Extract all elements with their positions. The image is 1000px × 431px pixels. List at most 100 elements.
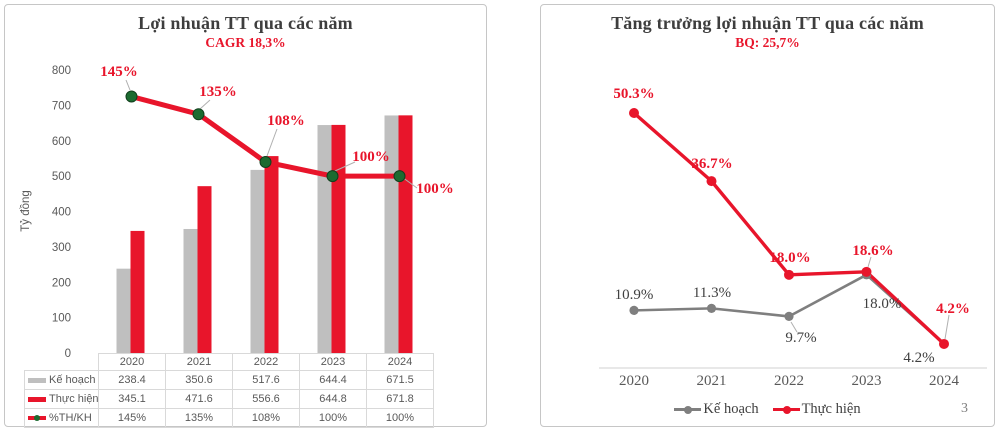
- bar-ke-hoach: [250, 169, 265, 353]
- table-corner-blank: [25, 354, 99, 371]
- bar-line-chart: 0 100 200 300 400 500 600 700 800 Tỷ đồng 145% 135%…: [20, 64, 454, 360]
- bar-thuc-hien: [130, 230, 145, 353]
- table-row: Thực hiện 345.1 471.6 556.6 644.8 671.8: [24, 389, 434, 409]
- label-leader-line: [944, 314, 950, 340]
- thuc-hien-point-marker: [784, 269, 794, 280]
- ke-hoach-point-marker: [706, 303, 717, 313]
- line-point-marker: [326, 170, 339, 183]
- thuc-hien-point-marker: [706, 176, 717, 187]
- table-value-cell: 644.4: [299, 370, 367, 390]
- table-value-cell: 671.5: [366, 370, 434, 390]
- legend-label: Kế hoạch: [703, 401, 759, 417]
- year-header-cell: 2024: [366, 353, 434, 371]
- thuc-hien-data-label: 18.6%: [852, 243, 893, 259]
- bar-thuc-hien: [264, 156, 279, 353]
- table-value-cell: 238.4: [98, 370, 166, 390]
- bar-ke-hoach: [317, 125, 332, 353]
- y-tick-label: 400: [52, 207, 71, 219]
- chart-title: Lợi nhuận TT qua các năm: [138, 13, 353, 33]
- table-value-cell: 108%: [232, 408, 300, 428]
- series-label-cell: Thực hiện: [24, 389, 99, 409]
- table-value-cell: 100%: [299, 408, 367, 428]
- ke-hoach-point-marker: [629, 305, 639, 315]
- series-label-cell: %TH/KH: [24, 408, 99, 428]
- line-chart: 10.9% 11.3% 9.7% 18.0% 4.2% 50.3% 36.7% 18.0% 18…: [599, 86, 987, 389]
- table-value-cell: 644.8: [299, 389, 367, 409]
- table-value-cell: 345.1: [98, 389, 166, 409]
- bar-thuc-hien: [197, 186, 212, 353]
- x-tick-label: 2023: [852, 373, 882, 389]
- series-label: Kế hoạch: [49, 374, 96, 386]
- year-header-cell: 2020: [98, 353, 166, 371]
- ke-hoach-point-marker: [784, 311, 794, 322]
- chart-data-table: 2020 2021 2022 2023 2024 Kế hoạch 238.4 350.6 51…: [24, 353, 434, 428]
- percent-data-label: 100%: [416, 181, 454, 197]
- chart-subtitle-cagr: CAGR 18,3%: [205, 35, 286, 50]
- y-tick-label: 0: [65, 348, 71, 360]
- ke-hoach-data-label: 11.3%: [693, 285, 731, 301]
- legend-item-ke-hoach: Kế hoạch: [674, 401, 759, 418]
- y-axis-title: Tỷ đồng: [20, 190, 32, 232]
- table-value-cell: 100%: [366, 408, 434, 428]
- x-tick-label: 2024: [929, 373, 960, 389]
- table-row: %TH/KH 145% 135% 108% 100% 100%: [24, 408, 434, 428]
- y-tick-label: 200: [52, 277, 71, 289]
- y-tick-label: 800: [52, 65, 71, 77]
- percent-data-label: 145%: [100, 64, 138, 80]
- year-header-cell: 2023: [299, 353, 367, 371]
- line-point-marker: [259, 155, 272, 168]
- thuc-hien-data-label: 36.7%: [691, 156, 732, 172]
- series-label: %TH/KH: [49, 412, 92, 424]
- line-point-marker: [393, 170, 406, 183]
- gray-bar-swatch-icon: [28, 377, 46, 383]
- y-tick-label: 700: [52, 100, 71, 112]
- y-tick-label: 300: [52, 242, 71, 254]
- label-leader-line: [199, 99, 211, 110]
- label-leader-line: [790, 321, 798, 333]
- thuc-hien-point-marker: [629, 107, 639, 118]
- y-tick-label: 500: [52, 171, 71, 183]
- label-leader-line: [266, 128, 278, 157]
- table-value-cell: 350.6: [165, 370, 233, 390]
- gray-line-marker-icon: [674, 405, 702, 414]
- bar-thuc-hien: [331, 124, 346, 353]
- red-line-green-dot-swatch-icon: [28, 415, 46, 421]
- legend-item-thuc-hien: Thực hiện: [772, 401, 861, 418]
- table-value-cell: 135%: [165, 408, 233, 428]
- thuc-hien-data-label: 4.2%: [936, 301, 970, 317]
- ke-hoach-data-label: 4.2%: [903, 350, 934, 366]
- percent-data-label: 135%: [199, 84, 237, 100]
- profit-chart-panel: Lợi nhuận TT qua các năm CAGR 18,3% 0 100…: [4, 4, 487, 428]
- thuc-hien-point-marker: [939, 338, 949, 349]
- ke-hoach-data-label: 18.0%: [863, 296, 902, 312]
- ke-hoach-data-label: 9.7%: [785, 330, 816, 346]
- ke-hoach-data-label: 10.9%: [615, 287, 654, 303]
- chart-title: Tăng trưởng lợi nhuận TT qua các năm: [611, 13, 924, 33]
- thuc-hien-data-label: 50.3%: [613, 86, 654, 102]
- table-value-cell: 556.6: [232, 389, 300, 409]
- year-header-cell: 2022: [232, 353, 300, 371]
- table-row: Kế hoạch 238.4 350.6 517.6 644.4 671.5: [24, 370, 434, 390]
- table-value-cell: 145%: [98, 408, 166, 428]
- red-line-marker-icon: [772, 405, 800, 414]
- percent-data-label: 100%: [352, 149, 390, 165]
- line-point-marker: [192, 108, 205, 121]
- label-leader-line: [867, 256, 872, 268]
- table-value-cell: 471.6: [165, 389, 233, 409]
- year-header-cell: 2021: [165, 353, 233, 371]
- table-value-cell: 671.8: [366, 389, 434, 409]
- growth-chart-panel: Tăng trưởng lợi nhuận TT qua các năm BQ:…: [540, 4, 995, 427]
- y-tick-label: 600: [52, 136, 71, 148]
- chart-legend: Kế hoạch Thực hiện: [541, 401, 994, 418]
- thuc-hien-point-marker: [861, 266, 872, 277]
- x-tick-label: 2022: [774, 373, 804, 389]
- thuc-hien-data-label: 18.0%: [769, 250, 810, 266]
- bar-thuc-hien: [398, 115, 413, 353]
- legend-label: Thực hiện: [801, 401, 861, 417]
- series-label-cell: Kế hoạch: [24, 370, 99, 390]
- red-bar-swatch-icon: [28, 396, 46, 402]
- x-tick-label: 2021: [697, 373, 727, 389]
- label-leader-line: [334, 161, 356, 172]
- bar-ke-hoach: [116, 268, 131, 353]
- x-tick-label: 2020: [619, 373, 649, 389]
